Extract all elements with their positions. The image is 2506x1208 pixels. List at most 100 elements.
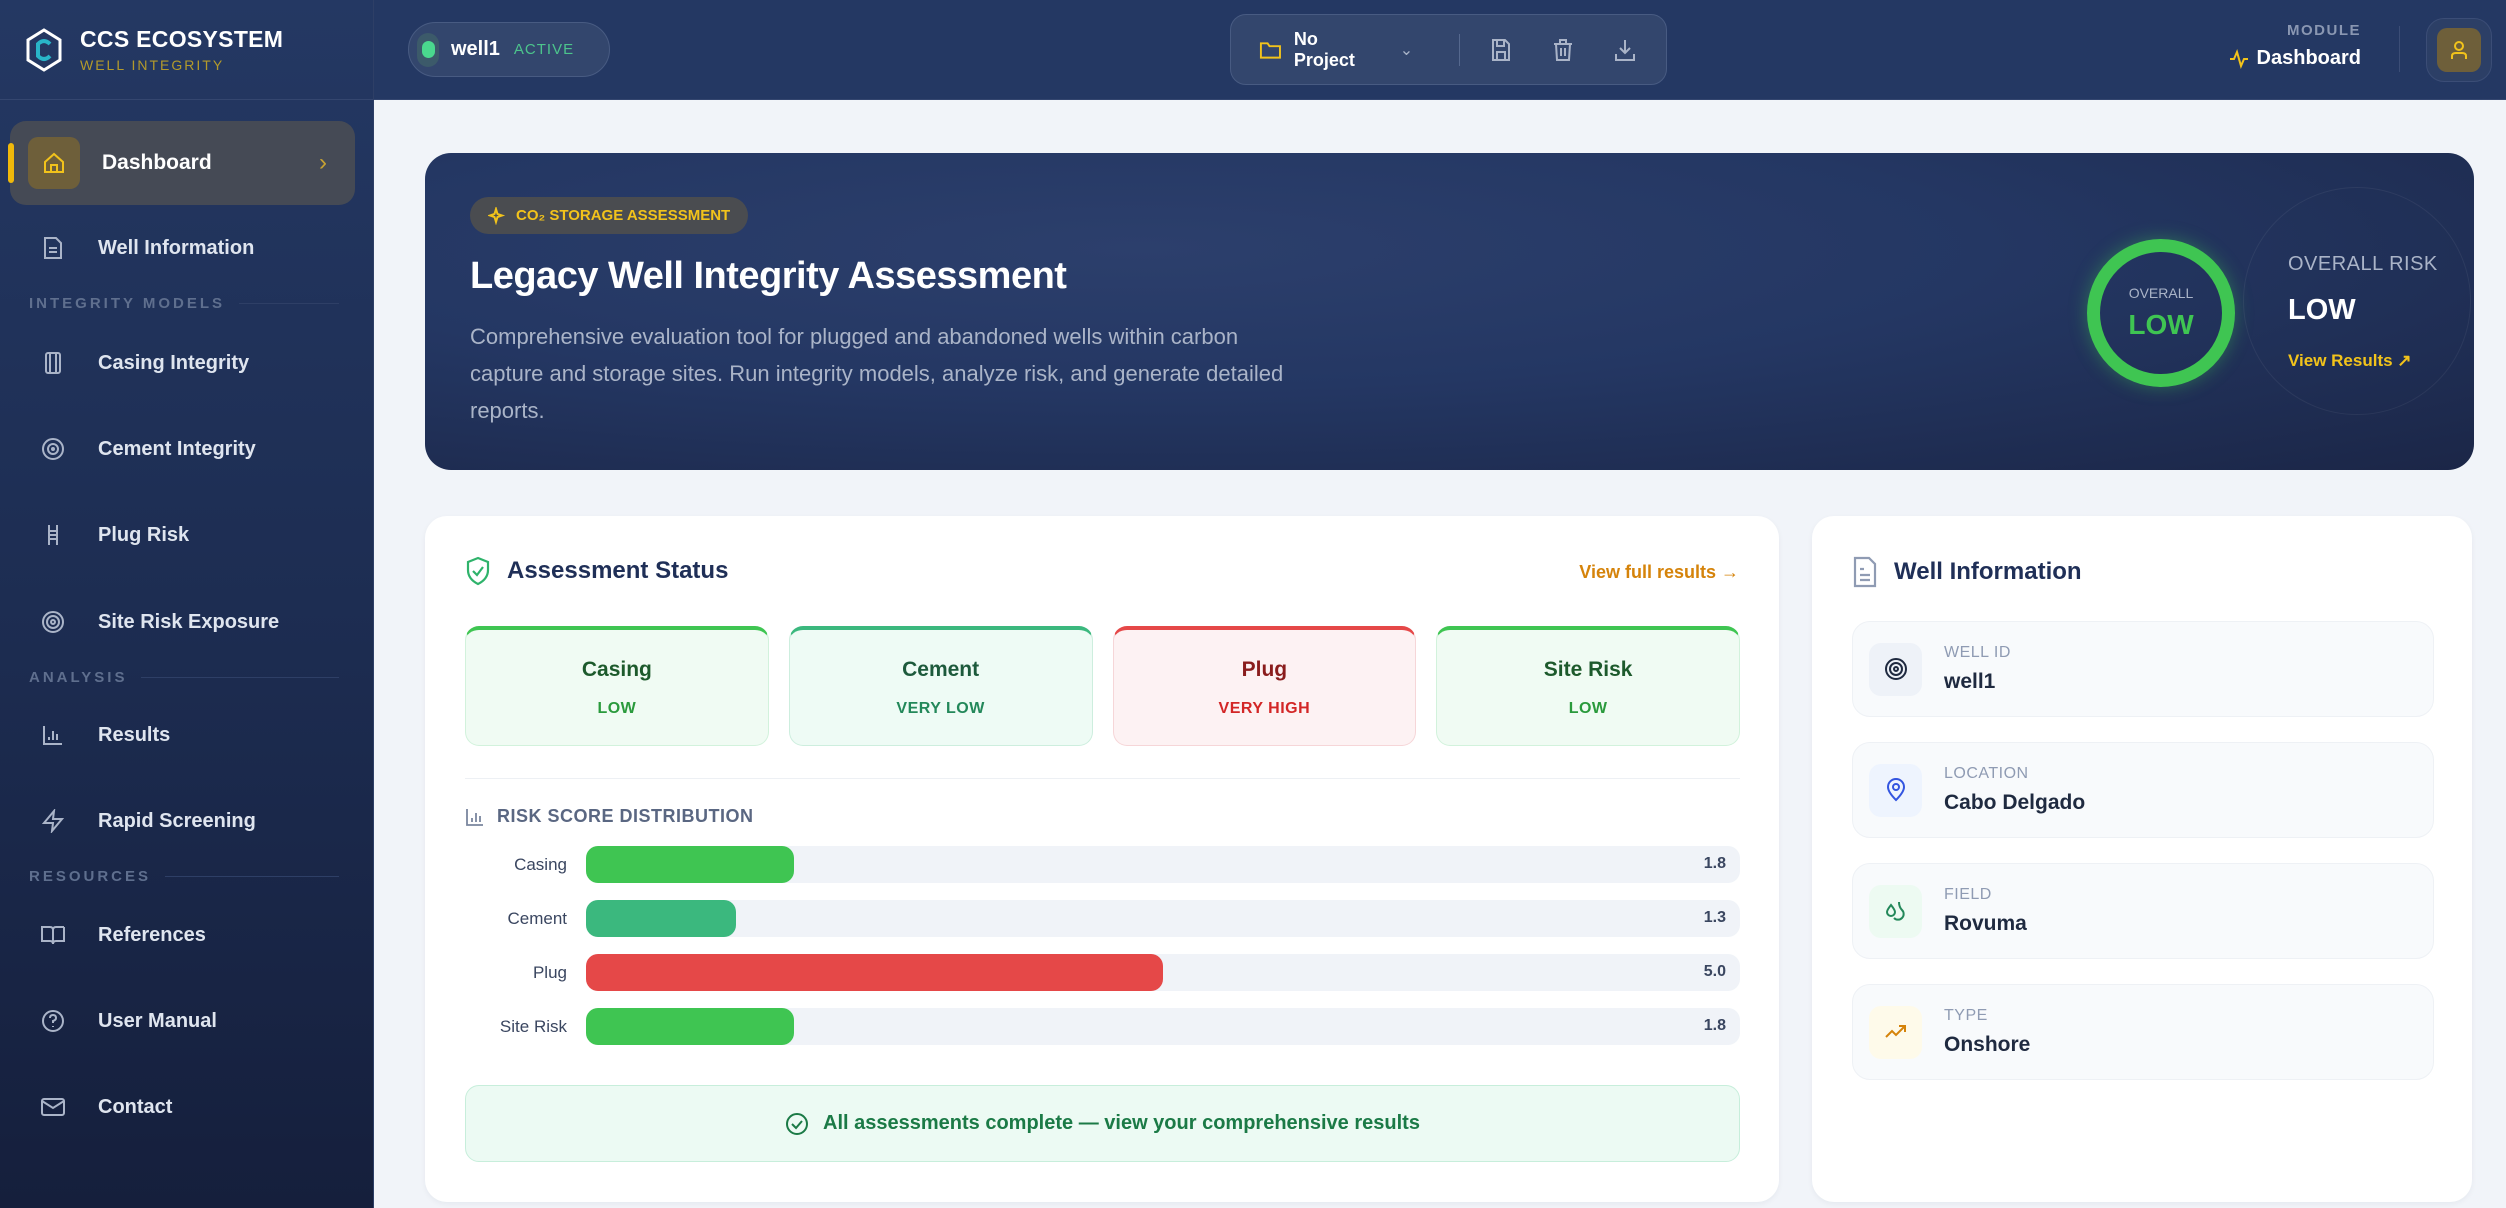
location-field: LOCATION Cabo Delgado bbox=[1852, 742, 2434, 838]
card-title-text: Well Information bbox=[1894, 558, 2082, 585]
user-menu-button[interactable] bbox=[2426, 18, 2492, 82]
bar-label: Plug bbox=[532, 962, 567, 982]
view-full-results-link[interactable]: View full results → bbox=[1579, 562, 1739, 582]
project-toolbar: No Project ⌄ bbox=[1230, 14, 1667, 85]
section-analysis: ANALYSIS bbox=[29, 669, 339, 686]
sidebar-item-label: Site Risk Exposure bbox=[98, 610, 280, 633]
risk-tile-cement[interactable]: Cement VERY LOW bbox=[788, 626, 1093, 746]
chevron-right-icon: › bbox=[319, 149, 327, 176]
sidebar-item-well-information[interactable]: Well Information bbox=[0, 223, 374, 273]
shield-check-icon bbox=[466, 556, 490, 586]
brand: CCS ECOSYSTEM WELL INTEGRITY bbox=[0, 0, 373, 100]
brand-subtitle: WELL INTEGRITY bbox=[80, 57, 225, 73]
card-title-text: Assessment Status bbox=[507, 557, 729, 584]
complete-message: All assessments complete — view your com… bbox=[823, 1112, 1420, 1134]
sidebar: CCS ECOSYSTEM WELL INTEGRITY Dashboard ›… bbox=[0, 0, 374, 1208]
sidebar-item-cement-integrity[interactable]: Cement Integrity bbox=[0, 424, 374, 474]
field-value: Cabo Delgado bbox=[1944, 791, 2086, 814]
card-title: Well Information bbox=[1852, 556, 2082, 588]
badge-label: CO₂ STORAGE ASSESSMENT bbox=[516, 207, 731, 224]
delete-button[interactable] bbox=[1542, 28, 1584, 72]
sidebar-item-label: Well Information bbox=[98, 236, 255, 259]
decorative-circle bbox=[2243, 187, 2471, 415]
target-icon bbox=[1869, 642, 1922, 696]
divider bbox=[1459, 33, 1461, 66]
sidebar-item-label: Contact bbox=[98, 1095, 173, 1118]
well-status-badge: ACTIVE bbox=[513, 41, 575, 58]
field-label: TYPE bbox=[1944, 1007, 1988, 1024]
sidebar-item-site-risk-exposure[interactable]: Site Risk Exposure bbox=[0, 597, 374, 647]
logo-icon bbox=[26, 27, 62, 72]
ring-label: OVERALL bbox=[2128, 285, 2194, 301]
type-field: TYPE Onshore bbox=[1852, 984, 2434, 1080]
page-title: Legacy Well Integrity Assessment bbox=[470, 255, 1067, 297]
bar-row: Casing 1.8 bbox=[465, 846, 1740, 883]
save-button[interactable] bbox=[1480, 28, 1522, 72]
sidebar-item-user-manual[interactable]: User Manual bbox=[0, 996, 374, 1046]
sidebar-item-contact[interactable]: Contact bbox=[0, 1082, 374, 1132]
trash-icon bbox=[1554, 38, 1573, 61]
sidebar-item-plug-risk[interactable]: Plug Risk bbox=[0, 510, 374, 560]
check-circle-icon bbox=[786, 1112, 809, 1135]
risk-tile-site-risk[interactable]: Site Risk LOW bbox=[1436, 626, 1740, 746]
risk-tile-casing[interactable]: Casing LOW bbox=[465, 626, 769, 746]
tile-name: Casing bbox=[581, 657, 652, 681]
sparkle-icon bbox=[488, 206, 506, 225]
bar-fill bbox=[586, 1008, 794, 1045]
tile-name: Cement bbox=[902, 657, 980, 681]
section-integrity-models: INTEGRITY MODELS bbox=[29, 295, 339, 312]
help-icon bbox=[38, 1009, 68, 1033]
document-icon bbox=[1853, 556, 1877, 588]
module-label: MODULE bbox=[2287, 22, 2361, 39]
field-value: well1 bbox=[1944, 670, 1996, 693]
status-dot-icon bbox=[417, 32, 439, 67]
field-value: Onshore bbox=[1944, 1033, 2031, 1056]
current-module: MODULE Dashboard bbox=[2229, 22, 2361, 70]
bar-chart-icon bbox=[466, 808, 483, 826]
bar-value: 5.0 bbox=[1703, 963, 1726, 980]
sidebar-item-label: Dashboard bbox=[102, 151, 212, 174]
chevron-down-icon[interactable]: ⌄ bbox=[1399, 41, 1414, 59]
sidebar-item-references[interactable]: References bbox=[0, 910, 374, 960]
sidebar-item-rapid-screening[interactable]: Rapid Screening bbox=[0, 796, 374, 846]
well-information-card: Well Information WELL ID well1 LOCATION Ca… bbox=[1812, 516, 2472, 1202]
sidebar-item-results[interactable]: Results bbox=[0, 710, 374, 760]
overall-risk-value: LOW bbox=[2288, 294, 2356, 326]
sidebar-item-label: Rapid Screening bbox=[98, 809, 256, 832]
risk-tiles: Casing LOW Cement VERY LOW Plug VERY HIGH S… bbox=[465, 626, 1740, 746]
bar-fill bbox=[586, 900, 737, 937]
folder-icon bbox=[1259, 41, 1281, 59]
tile-risk: VERY LOW bbox=[896, 699, 985, 717]
brand-title: CCS ECOSYSTEM bbox=[80, 26, 284, 52]
document-icon bbox=[38, 236, 68, 260]
active-indicator bbox=[8, 143, 14, 183]
tile-risk: LOW bbox=[597, 699, 637, 717]
sidebar-item-label: Results bbox=[98, 723, 171, 746]
download-icon bbox=[1615, 39, 1636, 61]
trending-up-icon bbox=[1869, 1005, 1922, 1059]
bar-row: Plug 5.0 bbox=[465, 954, 1740, 991]
sidebar-item-dashboard[interactable]: Dashboard › bbox=[8, 121, 355, 205]
bar-chart-icon bbox=[38, 723, 68, 747]
download-button[interactable] bbox=[1604, 28, 1646, 72]
overall-risk-summary: OVERALL RISK LOW View Results ↗ bbox=[2288, 253, 2438, 371]
overall-risk-label: OVERALL RISK bbox=[2288, 253, 2438, 275]
project-select[interactable]: No Project bbox=[1293, 28, 1355, 70]
view-results-link[interactable]: View Results ↗ bbox=[2288, 351, 2412, 370]
field-value: Rovuma bbox=[1944, 912, 2027, 935]
active-well-pill[interactable]: well1 ACTIVE bbox=[408, 22, 610, 77]
assessments-complete-banner[interactable]: All assessments complete — view your com… bbox=[465, 1085, 1740, 1162]
book-icon bbox=[38, 924, 68, 946]
risk-tile-plug[interactable]: Plug VERY HIGH bbox=[1112, 626, 1417, 746]
bar-label: Site Risk bbox=[499, 1016, 567, 1036]
bar-track: 1.8 bbox=[586, 846, 1740, 883]
sidebar-item-casing-integrity[interactable]: Casing Integrity bbox=[0, 338, 374, 388]
card-title: Assessment Status bbox=[465, 556, 728, 586]
sidebar-item-label: Cement Integrity bbox=[98, 437, 256, 460]
module-value: Dashboard bbox=[2256, 47, 2361, 69]
divider bbox=[2399, 26, 2400, 72]
bar-row: Site Risk 1.8 bbox=[465, 1008, 1740, 1045]
sidebar-item-label: Casing Integrity bbox=[98, 351, 250, 374]
droplets-icon bbox=[1869, 884, 1922, 938]
radar-icon bbox=[38, 610, 68, 634]
